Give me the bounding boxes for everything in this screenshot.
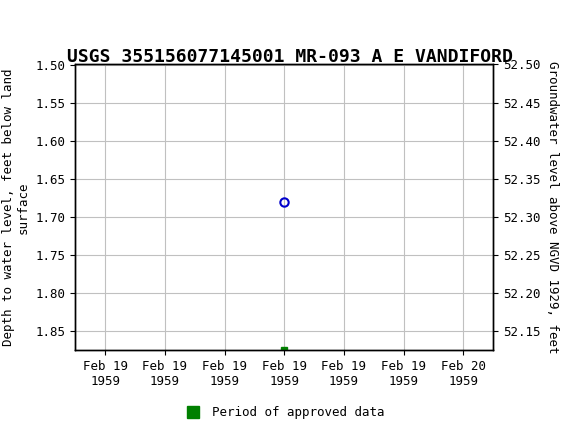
Y-axis label: Depth to water level, feet below land
surface: Depth to water level, feet below land su… (2, 69, 30, 346)
Legend: Period of approved data: Period of approved data (179, 401, 390, 424)
Y-axis label: Groundwater level above NGVD 1929, feet: Groundwater level above NGVD 1929, feet (546, 61, 559, 354)
Text: USGS 355156077145001 MR-093 A E VANDIFORD: USGS 355156077145001 MR-093 A E VANDIFOR… (67, 48, 513, 66)
Text: ≡USGS: ≡USGS (6, 12, 88, 33)
